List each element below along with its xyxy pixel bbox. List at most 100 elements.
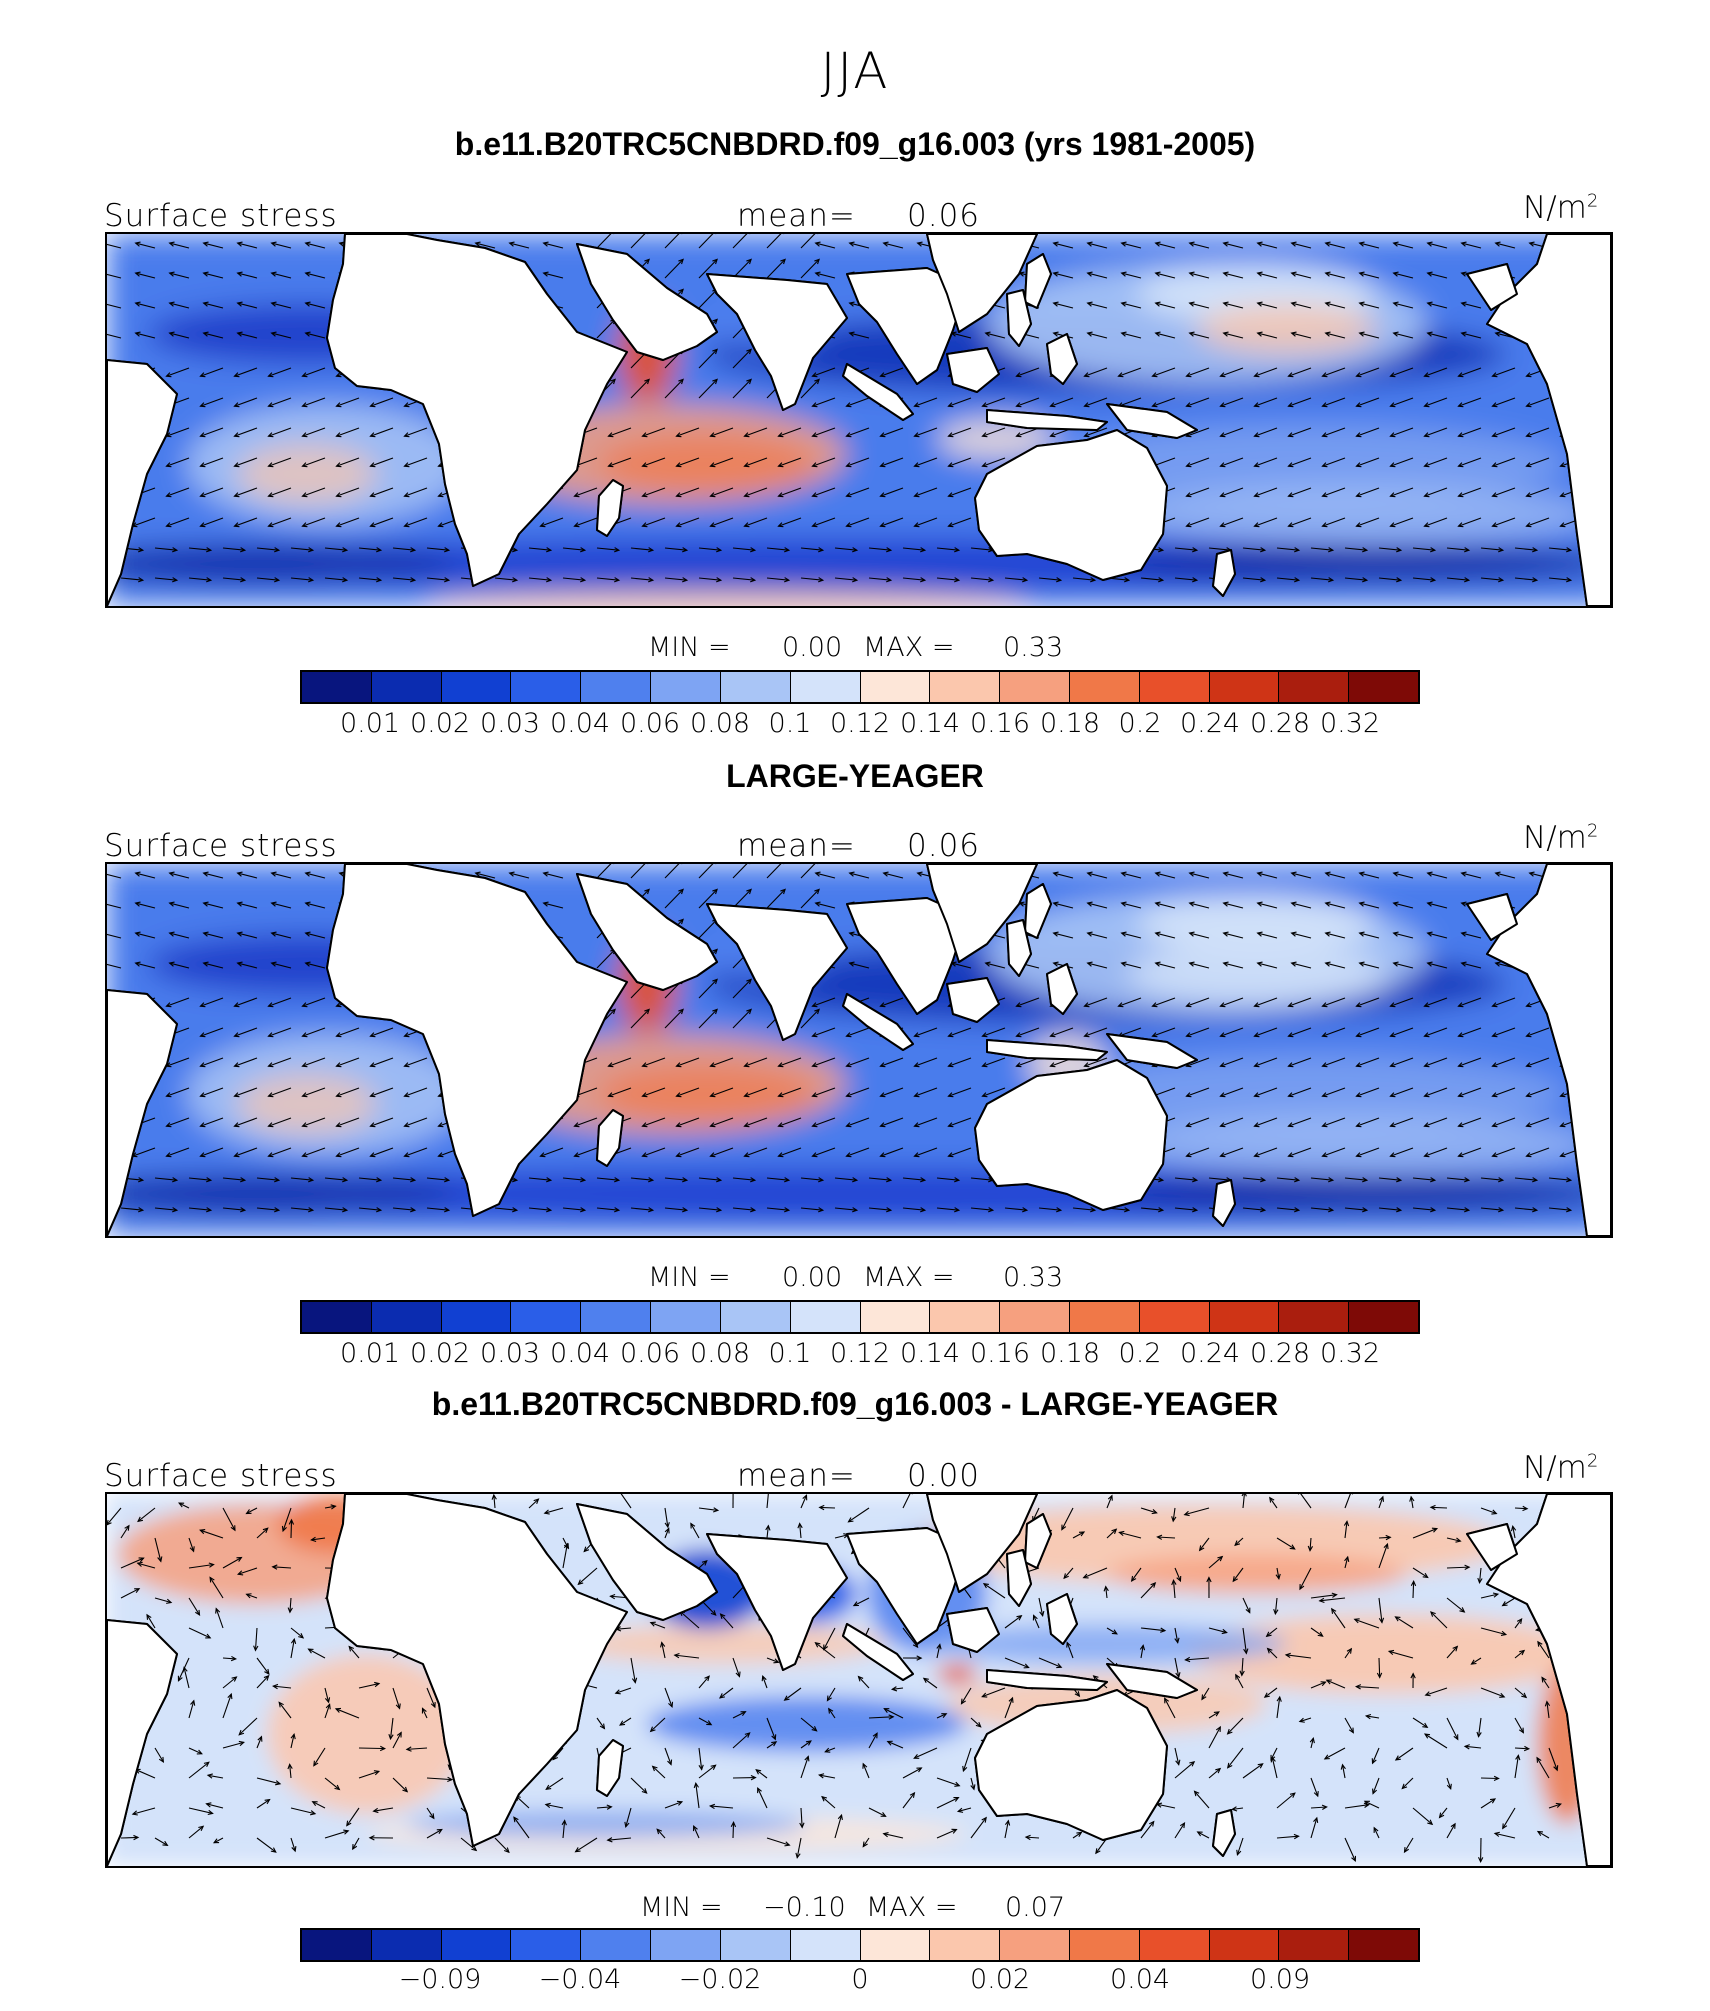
colorbar-box — [581, 1930, 652, 1960]
colorbar-tick-label: 0.03 — [479, 1338, 541, 1369]
panel-3-mean-label: mean= — [737, 1458, 856, 1494]
colorbar-tick-label: 0.18 — [1039, 708, 1101, 739]
colorbar-tick-label: 0.2 — [1118, 1338, 1162, 1369]
colorbar-tick-label: 0.16 — [969, 708, 1031, 739]
panel-1-mean-value: 0.06 — [907, 198, 981, 234]
colorbar-box — [1069, 672, 1140, 702]
colorbar-box — [441, 1302, 512, 1332]
colorbar-tick-label: 0.12 — [829, 1338, 891, 1369]
colorbar-box — [302, 672, 372, 702]
colorbar-box — [1279, 672, 1350, 702]
colorbar-tick-label: 0.01 — [339, 708, 401, 739]
colorbar-box — [302, 1930, 372, 1960]
colorbar-tick-label: 0.14 — [899, 1338, 961, 1369]
colorbar-box — [511, 672, 582, 702]
colorbar-box — [1209, 672, 1280, 702]
colorbar-box — [1000, 1930, 1070, 1960]
season-title: JJA — [820, 42, 890, 100]
panel-3-mean-value: 0.00 — [907, 1458, 981, 1494]
colorbar-tick-label: −0.04 — [538, 1964, 622, 1995]
colorbar-box — [441, 1930, 512, 1960]
colorbar-tick-label: 0.2 — [1118, 708, 1162, 739]
panel-1-min-label: MIN = — [648, 632, 731, 663]
colorbar-box — [1209, 1930, 1280, 1960]
colorbar-box — [581, 1302, 652, 1332]
colorbar-tick-label: 0.03 — [479, 708, 541, 739]
panel-2-max-label: MAX = — [863, 1262, 955, 1293]
panel-1-max-label: MAX = — [863, 632, 955, 663]
colorbar-box — [720, 672, 791, 702]
colorbar-tick-label: 0.02 — [409, 708, 471, 739]
panel-2-colorbar — [300, 1300, 1420, 1334]
panel-1-min-value: 0.00 — [782, 632, 843, 663]
panel-2-mean-value: 0.06 — [907, 828, 981, 864]
colorbar-box — [371, 672, 442, 702]
colorbar-box — [1139, 672, 1210, 702]
colorbar-box — [511, 1302, 582, 1332]
colorbar-tick-label: 0.1 — [768, 708, 812, 739]
colorbar-tick-label: 0.12 — [829, 708, 891, 739]
colorbar-box — [1000, 1302, 1070, 1332]
colorbar-box — [930, 1302, 1001, 1332]
colorbar-tick-label: 0.04 — [549, 1338, 611, 1369]
colorbar-tick-label: 0.1 — [768, 1338, 812, 1369]
panel-2-min-value: 0.00 — [782, 1262, 843, 1293]
colorbar-box — [790, 672, 861, 702]
colorbar-box — [511, 1930, 582, 1960]
colorbar-tick-label: 0.06 — [619, 708, 681, 739]
panel-3-title: b.e11.B20TRC5CNBDRD.f09_g16.003 - LARGE-… — [431, 1386, 1279, 1422]
panel-2-max-value: 0.33 — [1003, 1262, 1064, 1293]
colorbar-box — [790, 1930, 861, 1960]
panel-1-max-value: 0.33 — [1003, 632, 1064, 663]
colorbar-box — [441, 672, 512, 702]
colorbar-box — [1349, 1930, 1418, 1960]
colorbar-box — [581, 672, 652, 702]
panel-3-map — [105, 1492, 1613, 1868]
colorbar-tick-label: 0.14 — [899, 708, 961, 739]
colorbar-box — [371, 1302, 442, 1332]
colorbar-tick-label: 0.04 — [549, 708, 611, 739]
colorbar-tick-label: 0.02 — [409, 1338, 471, 1369]
colorbar-box — [860, 1930, 931, 1960]
colorbar-tick-label: 0.01 — [339, 1338, 401, 1369]
colorbar-tick-label: 0.02 — [969, 1964, 1031, 1995]
colorbar-box — [1000, 672, 1070, 702]
panel-1-mean-label: mean= — [737, 198, 856, 234]
panel-2-map — [105, 862, 1613, 1238]
panel-2-field-label: Surface stress — [104, 828, 338, 864]
colorbar-box — [1139, 1302, 1210, 1332]
colorbar-tick-label: 0.18 — [1039, 1338, 1101, 1369]
colorbar-tick-label: 0.24 — [1179, 708, 1241, 739]
colorbar-tick-label: 0.09 — [1249, 1964, 1311, 1995]
colorbar-tick-label: 0 — [851, 1964, 869, 1995]
colorbar-box — [651, 1302, 721, 1332]
panel-3-field-label: Surface stress — [104, 1458, 338, 1494]
panel-3-max-value: 0.07 — [1005, 1892, 1066, 1923]
panel-1-map — [105, 232, 1613, 608]
panel-2-mean-label: mean= — [737, 828, 856, 864]
colorbar-box — [720, 1930, 791, 1960]
panel-2-title: LARGE-YEAGER — [726, 758, 984, 794]
colorbar-tick-label: −0.02 — [678, 1964, 762, 1995]
colorbar-box — [720, 1302, 791, 1332]
colorbar-box — [1139, 1930, 1210, 1960]
panel-3-min-label: MIN = — [640, 1892, 723, 1923]
colorbar-box — [651, 1930, 721, 1960]
panel-3-units: N/m2 — [1523, 1450, 1599, 1486]
colorbar-tick-label: 0.08 — [689, 1338, 751, 1369]
colorbar-box — [651, 672, 721, 702]
colorbar-box — [1209, 1302, 1280, 1332]
colorbar-box — [302, 1302, 372, 1332]
colorbar-box — [930, 672, 1001, 702]
panel-2-min-label: MIN = — [648, 1262, 731, 1293]
colorbar-box — [371, 1930, 442, 1960]
colorbar-tick-label: 0.24 — [1179, 1338, 1241, 1369]
colorbar-tick-label: 0.32 — [1319, 708, 1381, 739]
colorbar-tick-label: 0.08 — [689, 708, 751, 739]
colorbar-tick-label: 0.04 — [1109, 1964, 1171, 1995]
panel-3-colorbar — [300, 1928, 1420, 1962]
colorbar-tick-label: 0.32 — [1319, 1338, 1381, 1369]
panel-1-field-label: Surface stress — [104, 198, 338, 234]
panel-1-units: N/m2 — [1523, 190, 1599, 226]
colorbar-box — [1349, 672, 1418, 702]
